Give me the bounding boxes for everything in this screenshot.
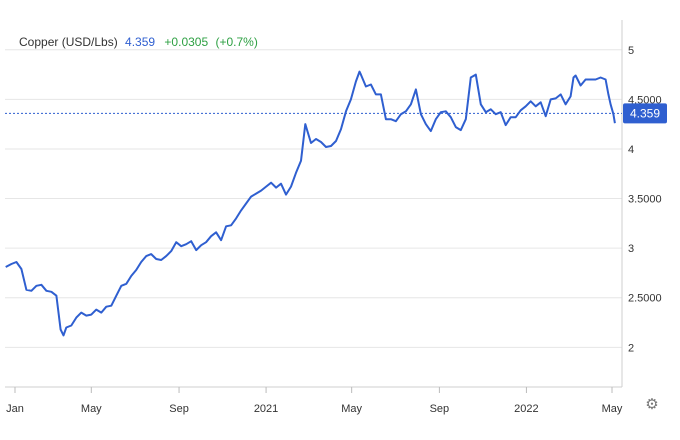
y-tick-label: 3.5000	[628, 194, 662, 206]
x-tick-label: May	[81, 403, 102, 415]
price-badge-label: 4.359	[630, 106, 660, 120]
gear-icon[interactable]: ⚙	[645, 396, 659, 413]
chart-grid	[5, 20, 623, 388]
x-tick-label: Sep	[430, 403, 450, 415]
chart-header: Copper (USD/Lbs) 4.359 +0.0305 (+0.7%)	[19, 35, 258, 49]
x-tick-label: May	[341, 403, 362, 415]
current-price: 4.359	[125, 35, 156, 49]
price-badge: 4.359	[623, 103, 667, 124]
price-change: +0.0305	[164, 35, 209, 49]
x-tick-label: Sep	[169, 403, 189, 415]
series-line	[5, 70, 616, 337]
y-tick-label: 4	[628, 144, 634, 156]
x-tick-label: Jan	[6, 403, 24, 415]
y-tick-label: 2	[628, 342, 634, 354]
x-tick-label: May	[602, 403, 623, 415]
instrument-name: Copper (USD/Lbs)	[19, 35, 118, 49]
y-tick-label: 5	[628, 45, 634, 57]
y-tick-label: 2.5000	[628, 293, 662, 305]
x-tick-label: 2021	[254, 403, 278, 415]
x-tick-label: 2022	[514, 403, 538, 415]
price-change-percent: (+0.7%)	[215, 35, 258, 49]
y-tick-label: 3	[628, 243, 634, 255]
x-axis: Jan May Sep 2021 May Sep 2022 May	[6, 387, 623, 415]
